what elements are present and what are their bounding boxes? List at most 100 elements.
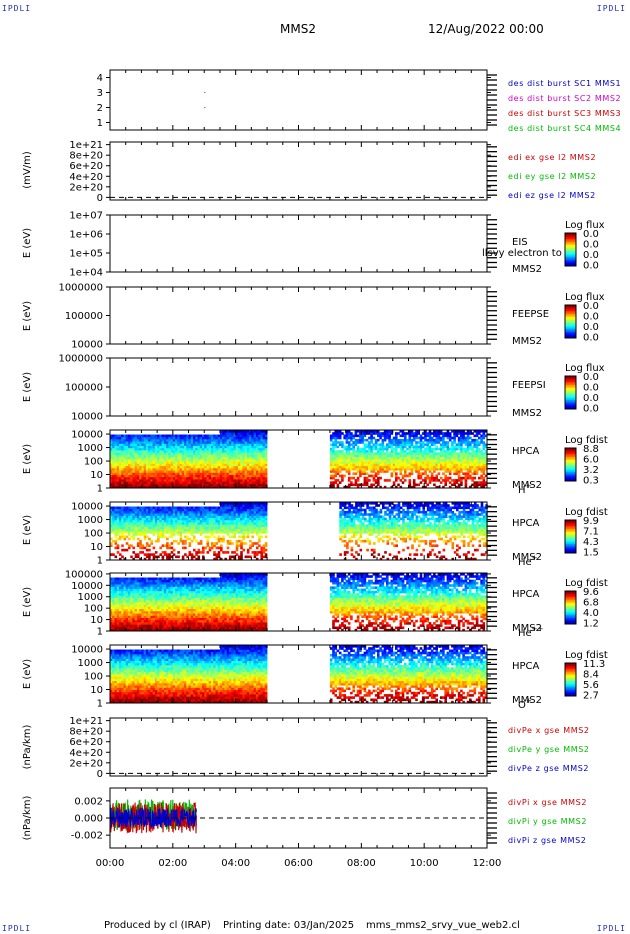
hpca_h-cell [163,452,167,455]
hpca_h-cell [345,434,349,438]
hpca_h-cell [202,481,205,484]
hpca_h-cell [195,434,198,438]
hpca_h-cell [110,463,113,467]
hpca_h-cell [215,447,219,451]
hpca_h-cell [374,456,378,460]
hpca_h-cell [258,481,261,484]
hpca_h-cell [145,459,149,462]
hpca_h-cell [177,456,180,460]
hpca_h-cell [110,485,113,489]
hpca_h-cell [258,479,261,482]
feepse-spacecraft-label: MMS2 [512,336,542,347]
hpca_h-cell [332,441,335,444]
hpca_h-cell [401,476,405,480]
hpca_h-cell [442,463,445,467]
hpca_h-cell [253,447,257,451]
hpca_h-cell [383,445,387,449]
hpca_h-cell [329,450,333,453]
hpca_he-cell [228,539,232,543]
hpca_h-cell [184,447,187,451]
hpca_he-cell [184,546,187,550]
feepsi-ytick-label: 10000 [71,412,103,423]
hpca_h-cell [202,465,205,469]
hpca_h-cell [386,434,389,438]
hpca_h-cell [336,470,340,473]
hpca_h-cell [336,467,340,471]
hpca_h-cell [372,432,376,435]
hpca_h-cell [128,436,131,440]
hpca_h-cell [368,450,371,453]
eis-colorbar-swatch [565,257,576,259]
hpca_h-cell [469,436,472,440]
hpca_h-cell [352,454,355,458]
hpca_h-cell [246,465,250,469]
hpca_h-cell [437,441,441,444]
hpca_he-cell [251,535,254,539]
hpca_h-cell [128,443,131,446]
hpca_h-cell [264,441,268,444]
hpca_h-cell [204,456,207,460]
hpca_h-cell [188,434,192,438]
hpca_h-cell [217,456,221,460]
eis-colorbar-swatch [565,246,576,249]
hpca_h-cell [166,461,169,464]
hpca_h-cell [206,450,210,453]
hpca_h-cell [408,461,412,464]
hpca_h-cell [161,479,165,482]
hpca_h-cell [336,463,340,467]
hpca_h-cell [255,430,259,433]
hpca_h-cell [217,476,221,480]
hpca_h-cell [345,463,349,467]
hpca_he-cell [343,506,347,510]
hpca_h-cell [163,456,167,460]
hpca_h-cell [388,463,391,467]
hpca_h-cell [361,461,364,464]
hpca_h-cell [433,470,436,473]
hpca_h-cell [408,450,412,453]
hpca_h-cell [168,465,171,469]
hpca_h-cell [370,461,373,464]
hpca_h-cell [148,438,151,442]
hpca_h-cell [244,479,248,482]
hpca_h-cell [390,474,394,478]
hpca_h-cell [136,447,140,451]
hpca_h-cell [177,472,180,475]
hpca_h-cell [134,485,138,489]
hpca_h-cell [136,452,140,455]
feepse-colorbar-swatch [565,308,576,310]
hpca_h-cell [152,479,156,482]
hpca_he-cell [242,548,245,552]
hpca_h-cell [161,452,165,455]
hpca_h-cell [253,470,257,473]
hpca_h-cell [206,481,210,484]
hpca_h-cell [426,438,429,442]
hpca_h-cell [336,456,340,460]
eis-colorbar-swatch [565,234,576,237]
hpca_h-cell [112,485,115,489]
hpca_h-cell [386,452,389,455]
hpca_h-cell [166,474,169,478]
hpca_h-cell [383,434,387,438]
hpca_h-cell [128,481,131,484]
hpca_h-cell [237,481,241,484]
hpca_h-cell [199,434,203,438]
hpca_h-cell [336,450,340,453]
hpca_h-cell [336,445,340,449]
hpca_h-cell [404,467,407,471]
hpca_h-cell [159,465,162,469]
hpca_h-cell [365,452,369,455]
hpca_h-cell [145,472,149,475]
hpca_h-cell [235,445,239,449]
hpca_h-cell [350,463,353,467]
hpca_h-cell [128,445,131,449]
hpca_h-cell [179,465,183,469]
hpca_h-cell [136,456,140,460]
hpca_h-cell [246,430,250,433]
hpca_h-cell [462,456,465,460]
hpca_h-cell [139,450,142,453]
hpca_h-cell [426,434,429,438]
hpca_h-cell [121,438,124,442]
hpca_h-cell [211,454,214,458]
hpca_h-cell [370,454,373,458]
hpca_h-cell [195,441,198,444]
